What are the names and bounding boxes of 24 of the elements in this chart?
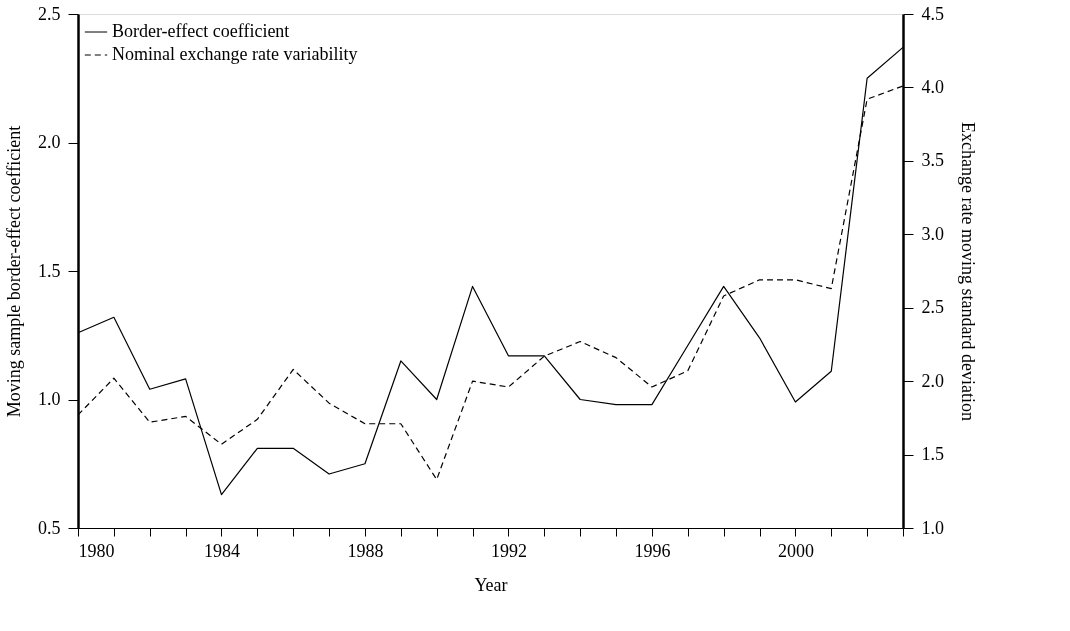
x-tick-label: 1980 [78, 540, 115, 561]
x-tick-label: 1992 [490, 540, 527, 561]
x-tick-label: 1984 [203, 540, 240, 561]
y2-tick-label: 3.5 [921, 150, 944, 171]
x-tick-label: 1996 [634, 540, 671, 561]
y-tick-label: 0.5 [38, 517, 61, 538]
y2-axis-title: Exchange rate moving standard deviation [958, 122, 978, 421]
y-tick-label: 1.5 [38, 260, 61, 281]
x-tick-label: 2000 [777, 540, 814, 561]
y2-tick-label: 1.0 [921, 517, 944, 538]
legend-label: Nominal exchange rate variability [112, 44, 358, 64]
y-tick-label: 2.0 [38, 132, 61, 152]
y2-tick-label: 4.5 [921, 3, 944, 24]
x-tick-label: 1988 [347, 540, 384, 561]
y2-tick-label: 1.5 [921, 444, 944, 465]
x-axis-title: Year [474, 574, 508, 595]
y-tick-label: 1.0 [38, 389, 61, 409]
y-tick-label: 2.5 [38, 3, 61, 24]
y2-tick-label: 2.0 [921, 370, 944, 391]
y-axis-title: Moving sample border-effect coefficient [4, 125, 24, 418]
legend-label: Border-effect coefficient [112, 21, 290, 41]
y2-tick-label: 2.5 [921, 297, 944, 318]
y2-tick-label: 4.0 [921, 76, 944, 97]
y2-tick-label: 3.0 [921, 223, 944, 244]
